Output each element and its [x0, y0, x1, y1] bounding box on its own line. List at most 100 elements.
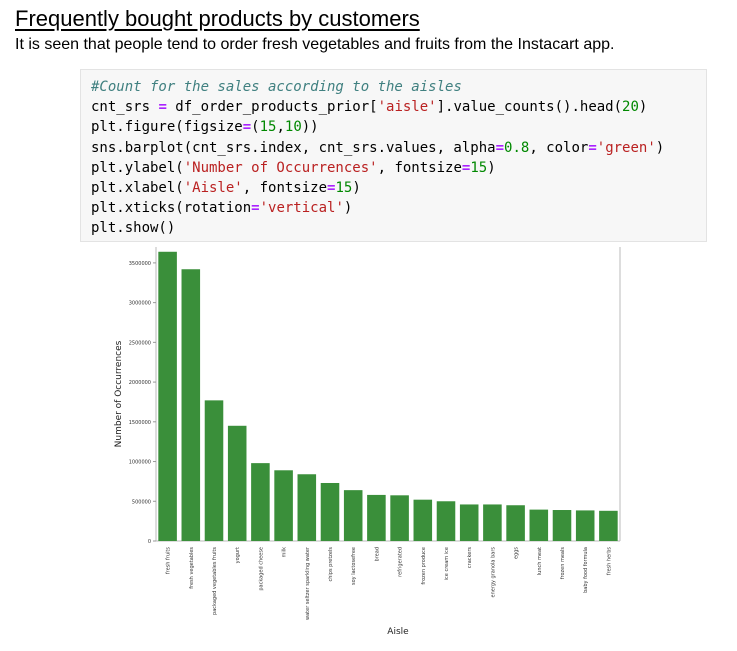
code-token: = — [327, 179, 336, 196]
section-description: It is seen that people tend to order fre… — [15, 36, 615, 53]
bar — [599, 510, 618, 541]
code-token: plt.ylabel( — [91, 159, 184, 176]
code-token: 15 — [259, 119, 277, 136]
bar — [297, 474, 317, 541]
code-token: , fontsize — [242, 179, 328, 196]
bar — [529, 509, 549, 541]
bar — [320, 482, 340, 541]
code-token: ) — [655, 139, 665, 156]
code-comment: #Count for the sales according to the ai… — [91, 79, 462, 95]
x-tick-label: soy lactosefree — [351, 547, 357, 585]
code-line-5: plt.ylabel('Number of Occurrences', font… — [91, 158, 706, 178]
x-tick-label: baby food formula — [583, 547, 589, 593]
code-token: ) — [487, 159, 496, 176]
code-line-6: plt.xlabel('Aisle', fontsize=15) — [91, 178, 706, 198]
code-token: = — [461, 159, 471, 176]
bar — [436, 501, 456, 541]
code-token: 10 — [284, 119, 302, 136]
x-tick-label: water seltzer sparkling water — [305, 546, 311, 620]
y-tick-label: 3500000 — [129, 261, 151, 267]
x-tick-label: frozen meals — [560, 547, 566, 580]
y-tick-label: 1000000 — [129, 460, 151, 466]
y-tick-label: 3000000 — [129, 301, 151, 307]
code-token: 'green' — [596, 139, 656, 156]
x-tick-label: energy granola bars — [490, 547, 496, 598]
bar — [274, 470, 293, 541]
bar — [227, 425, 247, 541]
x-tick-label: ice cream ice — [444, 547, 450, 580]
bar — [575, 510, 595, 541]
bar — [506, 505, 525, 541]
bar — [483, 504, 502, 541]
y-tick-label: 500000 — [132, 499, 151, 505]
y-tick-label: 0 — [148, 539, 151, 545]
code-token: )) — [301, 119, 319, 136]
x-tick-label: yogurt — [235, 547, 241, 563]
code-token: plt.xticks(rotation — [91, 200, 252, 217]
x-tick-label: fresh fruits — [166, 547, 172, 574]
x-tick-label: chips pretzels — [328, 547, 334, 582]
code-token: ) — [343, 200, 353, 217]
x-tick-label: fresh herbs — [606, 547, 612, 576]
code-token: = — [158, 99, 167, 116]
code-line-3: plt.figure(figsize=(15,10)) — [91, 117, 706, 137]
bar — [413, 499, 433, 541]
code-line-4: sns.barplot(cnt_srs.index, cnt_srs.value… — [91, 138, 706, 158]
code-token: , — [276, 119, 285, 136]
code-token: sns.barplot(cnt_srs.index, cnt_srs.value… — [91, 139, 496, 156]
code-token: = — [495, 139, 505, 156]
code-token: 'vertical' — [259, 200, 344, 217]
code-token: , color — [529, 139, 589, 156]
code-token: 20 — [622, 99, 639, 116]
code-token: 'aisle' — [377, 99, 437, 116]
bar — [251, 463, 270, 541]
code-token: 15 — [470, 159, 488, 176]
code-token: df_order_products_prior[ — [166, 99, 378, 116]
x-tick-label: fresh vegetables — [189, 547, 195, 589]
code-token: = — [251, 200, 260, 217]
x-axis-label: Aisle — [387, 627, 409, 637]
y-tick-label: 2000000 — [129, 380, 151, 386]
x-tick-label: milk — [282, 547, 288, 558]
code-token: ].value_counts().head( — [436, 99, 623, 116]
code-token: = — [242, 119, 252, 136]
section-heading: Frequently bought products by customers — [15, 6, 420, 31]
code-token: plt.figure(figsize — [91, 119, 243, 136]
bar-chart-svg: 0 500000 1000000 1500000 2000000 2500000 30000… — [114, 247, 621, 637]
x-tick-label: bread — [374, 547, 380, 561]
bar — [459, 504, 479, 541]
bar-chart: 0 500000 1000000 1500000 2000000 2500000 30000… — [100, 243, 630, 648]
x-tick-label: crackers — [467, 547, 473, 568]
x-tick-label: eggs — [514, 547, 520, 559]
code-token: plt.show() — [91, 220, 176, 237]
code-cell: #Count for the sales according to the ai… — [80, 69, 707, 242]
y-tick-label: 2500000 — [129, 340, 151, 346]
x-tick-label: lunch meat — [537, 547, 543, 575]
code-line-2: cnt_srs = df_order_products_prior['aisle… — [91, 97, 706, 117]
x-tick-label: packaged cheese — [258, 547, 264, 591]
bar — [181, 269, 201, 541]
code-token: 0.8 — [504, 139, 530, 156]
y-tick-label: 1500000 — [129, 420, 151, 426]
code-line-1: #Count for the sales according to the ai… — [91, 77, 706, 97]
code-token: plt.xlabel( — [91, 179, 184, 196]
bar — [204, 400, 224, 541]
bar — [552, 510, 572, 541]
bar — [158, 251, 177, 541]
code-token: , fontsize — [377, 159, 462, 176]
code-line-8: plt.show() — [91, 218, 706, 238]
code-token: ( — [251, 119, 260, 136]
code-token: = — [588, 139, 597, 156]
x-tick-label: refrigerated — [398, 547, 404, 577]
bar — [343, 490, 363, 541]
code-token: 'Number of Occurrences' — [183, 159, 378, 176]
code-token: ) — [638, 99, 648, 116]
bar — [367, 494, 386, 541]
code-line-7: plt.xticks(rotation='vertical') — [91, 198, 706, 218]
code-token: cnt_srs — [91, 99, 159, 116]
code-token: ) — [352, 179, 361, 196]
bar — [390, 495, 409, 541]
x-tick-label: packaged vegetables fruits — [212, 547, 218, 615]
y-axis-label: Number of Occurrences — [114, 340, 124, 447]
code-token: 'Aisle' — [183, 179, 243, 196]
